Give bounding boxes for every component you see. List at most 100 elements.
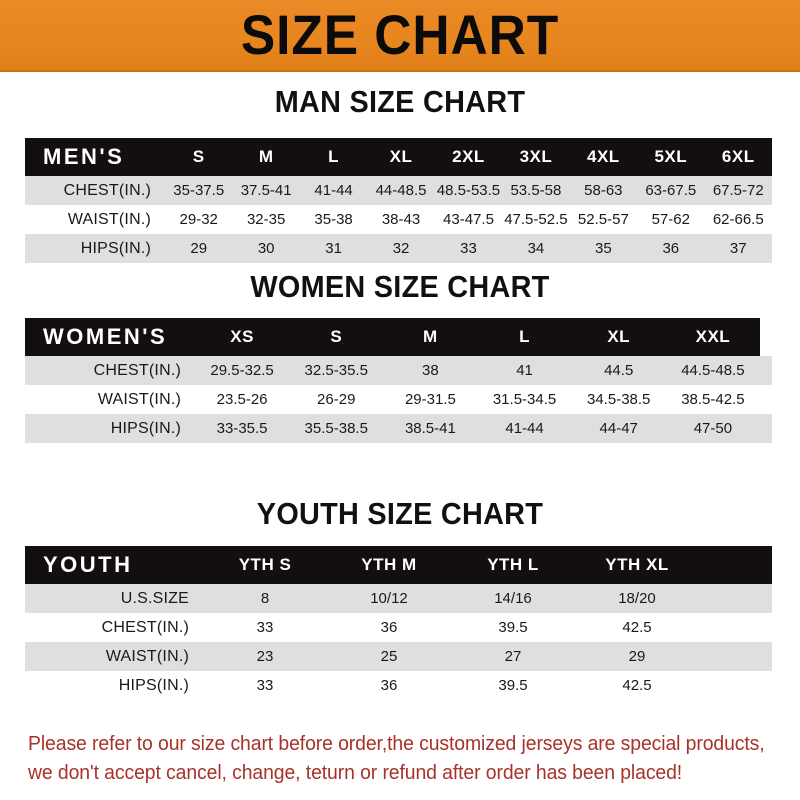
women-row-label: HIPS(IN.)	[25, 414, 195, 443]
women-cell: 31.5-34.5	[477, 385, 572, 414]
table-row: U.S.SIZE 8 10/12 14/16 18/20	[25, 584, 772, 613]
page-banner: SIZE CHART	[0, 0, 800, 72]
women-cell: 38	[383, 356, 478, 385]
men-column-header: 2XL	[434, 138, 503, 176]
women-cell: 33-35.5	[195, 414, 290, 443]
men-cell: 36	[637, 234, 705, 263]
men-cell: 31	[299, 234, 368, 263]
youth-row-label: WAIST(IN.)	[25, 642, 203, 671]
women-row-header-label: WOMEN'S	[25, 318, 195, 356]
section-title-youth: YOUTH SIZE CHART	[256, 496, 544, 531]
youth-cell: 18/20	[575, 584, 699, 613]
youth-cell: 39.5	[451, 613, 575, 642]
men-cell: 37	[704, 234, 772, 263]
men-cell: 62-66.5	[704, 205, 772, 234]
women-column-header: XL	[571, 318, 666, 356]
men-cell: 44-48.5	[367, 176, 435, 205]
table-row: CHEST(IN.) 35-37.5 37.5-41 41-44 44-48.5…	[25, 176, 772, 205]
table-header-row: MEN'S S M L XL 2XL 3XL 4XL 5XL 6XL	[25, 138, 772, 176]
women-column-header: XS	[195, 318, 290, 356]
men-cell: 58-63	[569, 176, 638, 205]
men-table-header: MEN'S S M L XL 2XL 3XL 4XL 5XL 6XL	[25, 138, 772, 176]
men-column-header: L	[299, 138, 368, 176]
men-cell: 38-43	[367, 205, 435, 234]
men-column-header: S	[165, 138, 233, 176]
men-cell: 67.5-72	[704, 176, 772, 205]
men-cell: 29	[165, 234, 233, 263]
men-size-table: MEN'S S M L XL 2XL 3XL 4XL 5XL 6XL CHEST…	[25, 138, 772, 263]
women-cell: 44.5	[571, 356, 666, 385]
youth-cell: 25	[327, 642, 451, 671]
youth-cell: 33	[203, 613, 327, 642]
women-row-label: CHEST(IN.)	[25, 356, 195, 385]
table-header-row: YOUTH YTH S YTH M YTH L YTH XL	[25, 546, 772, 584]
men-cell: 53.5-58	[502, 176, 570, 205]
youth-row-label: U.S.SIZE	[25, 584, 203, 613]
men-column-header: 6XL	[704, 138, 772, 176]
youth-cell: 14/16	[451, 584, 575, 613]
youth-cell: 36	[327, 671, 451, 700]
women-column-header: S	[289, 318, 384, 356]
table-row: WAIST(IN.) 23.5-26 26-29 29-31.5 31.5-34…	[25, 385, 772, 414]
table-spacer-cell	[760, 414, 772, 443]
disclaimer-line-2: we don't accept cancel, change, teturn o…	[28, 762, 683, 784]
youth-cell: 42.5	[575, 613, 699, 642]
men-cell: 43-47.5	[434, 205, 503, 234]
women-cell: 47-50	[665, 414, 760, 443]
youth-size-table-wrapper: YOUTH YTH S YTH M YTH L YTH XL U.S.SIZE …	[25, 546, 772, 700]
page-title: SIZE CHART	[240, 3, 560, 66]
table-row: HIPS(IN.) 33-35.5 35.5-38.5 38.5-41 41-4…	[25, 414, 772, 443]
table-spacer-cell	[760, 356, 772, 385]
youth-cell: 8	[203, 584, 327, 613]
youth-cell: 29	[575, 642, 699, 671]
men-column-header: 5XL	[637, 138, 705, 176]
men-column-header: 4XL	[569, 138, 638, 176]
women-cell: 35.5-38.5	[289, 414, 384, 443]
women-cell: 23.5-26	[195, 385, 290, 414]
youth-column-header: YTH M	[327, 546, 451, 584]
men-cell: 63-67.5	[637, 176, 705, 205]
women-size-table: WOMEN'S XS S M L XL XXL CHEST(IN.) 29.5-…	[25, 318, 772, 443]
women-cell: 44-47	[571, 414, 666, 443]
youth-cell: 27	[451, 642, 575, 671]
men-cell: 52.5-57	[569, 205, 638, 234]
table-spacer-cell	[760, 385, 772, 414]
table-row: HIPS(IN.) 29 30 31 32 33 34 35 36 37	[25, 234, 772, 263]
women-cell: 32.5-35.5	[289, 356, 384, 385]
men-cell: 34	[502, 234, 570, 263]
men-cell: 33	[434, 234, 503, 263]
men-column-header: XL	[367, 138, 435, 176]
men-row-label: CHEST(IN.)	[25, 176, 165, 205]
men-cell: 30	[232, 234, 300, 263]
table-row: CHEST(IN.) 29.5-32.5 32.5-35.5 38 41 44.…	[25, 356, 772, 385]
women-cell: 29-31.5	[383, 385, 478, 414]
table-spacer-cell	[699, 613, 772, 642]
youth-row-header-label: YOUTH	[25, 546, 203, 584]
women-cell: 34.5-38.5	[571, 385, 666, 414]
table-spacer-cell	[699, 546, 772, 584]
youth-column-header: YTH S	[203, 546, 327, 584]
youth-column-header: YTH XL	[575, 546, 699, 584]
women-column-header: L	[477, 318, 572, 356]
men-column-header: M	[232, 138, 300, 176]
men-table-body: CHEST(IN.) 35-37.5 37.5-41 41-44 44-48.5…	[25, 176, 772, 263]
men-cell: 35	[569, 234, 638, 263]
table-spacer-cell	[699, 642, 772, 671]
men-cell: 47.5-52.5	[502, 205, 570, 234]
table-header-row: WOMEN'S XS S M L XL XXL	[25, 318, 772, 356]
youth-cell: 42.5	[575, 671, 699, 700]
women-column-header: XXL	[665, 318, 760, 356]
youth-cell: 36	[327, 613, 451, 642]
table-row: HIPS(IN.) 33 36 39.5 42.5	[25, 671, 772, 700]
women-cell: 38.5-41	[383, 414, 478, 443]
youth-cell: 39.5	[451, 671, 575, 700]
youth-column-header: YTH L	[451, 546, 575, 584]
women-table-header: WOMEN'S XS S M L XL XXL	[25, 318, 772, 356]
men-cell: 29-32	[165, 205, 233, 234]
youth-row-label: HIPS(IN.)	[25, 671, 203, 700]
men-size-table-wrapper: MEN'S S M L XL 2XL 3XL 4XL 5XL 6XL CHEST…	[25, 138, 772, 263]
youth-table-header: YOUTH YTH S YTH M YTH L YTH XL	[25, 546, 772, 584]
table-row: WAIST(IN.) 29-32 32-35 35-38 38-43 43-47…	[25, 205, 772, 234]
men-row-label: WAIST(IN.)	[25, 205, 165, 234]
